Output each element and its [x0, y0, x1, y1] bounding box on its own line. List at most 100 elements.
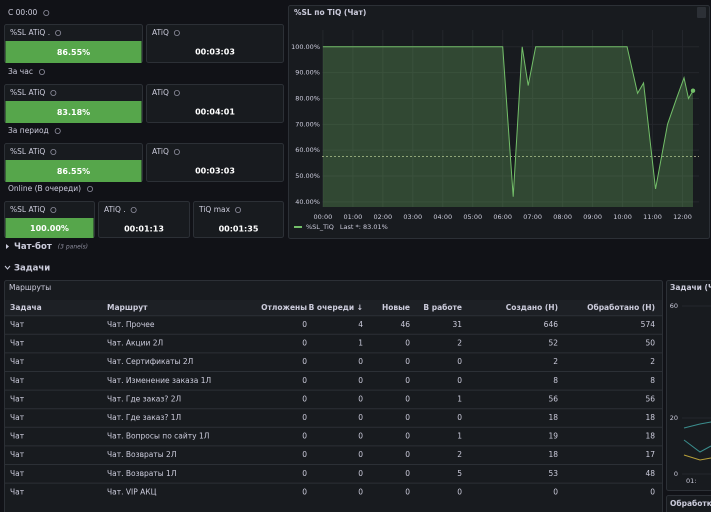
stat-panel: [193, 201, 284, 238]
table-cell: 0: [457, 357, 462, 366]
table-cell: 0: [405, 469, 410, 478]
stat-value: 86.55%: [57, 167, 90, 176]
table-cell: 0: [553, 487, 558, 496]
column-header[interactable]: В работе: [423, 303, 462, 312]
info-icon: [173, 29, 180, 36]
x-tick-label: 03:00: [403, 213, 422, 221]
table-cell: 0: [405, 357, 410, 366]
side-panel: [666, 280, 711, 491]
column-header[interactable]: Маршрут: [107, 303, 148, 312]
column-header[interactable]: Новые: [382, 303, 410, 312]
group-label: С 00:00: [8, 8, 37, 17]
group-label: За период: [8, 126, 49, 135]
side-chart-decor: [683, 421, 711, 453]
table-panel: [4, 280, 663, 512]
stat-title: %SL ATiQ .: [10, 28, 50, 37]
stat-title: ATiQ: [152, 88, 169, 97]
table-cell: 31: [452, 320, 462, 329]
info-icon: [55, 29, 62, 36]
x-tick-label: 09:00: [583, 213, 602, 221]
chart-panel: [288, 5, 710, 239]
table-cell: 2: [457, 450, 462, 459]
table-cell: 19: [548, 432, 558, 441]
group-label: Online (В очереди): [8, 184, 81, 193]
table-cell: Чат: [10, 394, 25, 403]
stat-value: 00:04:01: [195, 108, 235, 117]
table-cell: Чат: [10, 376, 25, 385]
table-cell: 0: [405, 339, 410, 348]
column-header[interactable]: Отложены: [261, 303, 307, 312]
y-tick-label: 70.00%: [295, 120, 320, 128]
row-title[interactable]: Задачи: [14, 264, 50, 274]
y-tick-label: 40.00%: [295, 198, 320, 206]
column-header[interactable]: В очереди ↓: [309, 303, 363, 312]
column-header[interactable]: Создано (Н): [506, 303, 558, 312]
table-cell: 2: [650, 357, 655, 366]
stat-value: 00:03:03: [195, 48, 235, 57]
info-icon: [50, 148, 57, 155]
stat-value: 00:01:35: [219, 225, 259, 234]
series-line: [322, 46, 694, 197]
x-tick-label: 06:00: [493, 213, 512, 221]
stat-panel: [146, 84, 284, 123]
table-cell: 0: [358, 394, 363, 403]
table-cell: Чат: [10, 432, 25, 441]
panel-menu[interactable]: [697, 7, 706, 18]
x-tick-label: 10:00: [613, 213, 632, 221]
x-tick-label: 07:00: [523, 213, 542, 221]
table-cell: 0: [405, 394, 410, 403]
table-cell: 0: [457, 413, 462, 422]
stat-bar: [5, 41, 142, 63]
x-tick-label: 02:00: [373, 213, 392, 221]
table-cell: Чат: [10, 339, 25, 348]
column-header[interactable]: Обработано (Н): [587, 303, 655, 312]
side-y-tick: 20: [670, 414, 678, 422]
bottom-panel-title: Обработка: [670, 499, 711, 508]
table-cell: 0: [302, 450, 307, 459]
info-icon: [50, 90, 57, 97]
table-cell: Чат. Вопросы по сайту 1Л: [107, 432, 209, 441]
table-cell: 646: [544, 320, 559, 329]
info-icon: [87, 185, 94, 192]
expand-arrow: [4, 265, 11, 270]
stat-bar: [5, 101, 142, 123]
bottom-panel: [666, 495, 711, 512]
info-icon: [173, 148, 180, 155]
table-cell: 574: [641, 320, 656, 329]
table-cell: 0: [358, 432, 363, 441]
y-tick-label: 80.00%: [295, 94, 320, 102]
column-header[interactable]: Задача: [10, 303, 42, 312]
row-title[interactable]: Чат-бот: [14, 241, 52, 252]
info-icon: [50, 206, 57, 213]
side-chart-decor: [683, 454, 711, 461]
table-cell: 0: [405, 450, 410, 459]
table-cell: 0: [457, 487, 462, 496]
info-icon: [54, 127, 61, 134]
stat-panel: [98, 201, 190, 238]
stat-value: 83.18%: [57, 108, 90, 117]
stat-value: 86.55%: [57, 48, 90, 57]
table-cell: Чат. Где заказ? 2Л: [107, 394, 181, 403]
table-cell: 0: [405, 432, 410, 441]
table-cell: Чат: [10, 487, 25, 496]
table-cell: Чат. Возвраты 2Л: [107, 450, 176, 459]
stat-title: %SL ATiQ: [10, 205, 45, 214]
table-cell: 0: [302, 432, 307, 441]
stat-title: ATiQ: [152, 28, 169, 37]
table-cell: 18: [645, 432, 655, 441]
info-icon: [38, 69, 45, 76]
table-cell: Чат. Прочее: [107, 320, 155, 329]
info-icon: [130, 206, 137, 213]
table-cell: 0: [302, 376, 307, 385]
last-point: [690, 88, 696, 93]
table-cell: 0: [358, 413, 363, 422]
table-cell: Чат: [10, 413, 25, 422]
table-header-bg: [5, 300, 662, 316]
y-tick-label: 90.00%: [295, 69, 320, 77]
stat-panel: [146, 24, 284, 63]
table-cell: 0: [405, 413, 410, 422]
table-cell: 52: [548, 339, 558, 348]
stat-title: ATiQ: [152, 147, 169, 156]
x-tick-label: 01:00: [344, 213, 363, 221]
